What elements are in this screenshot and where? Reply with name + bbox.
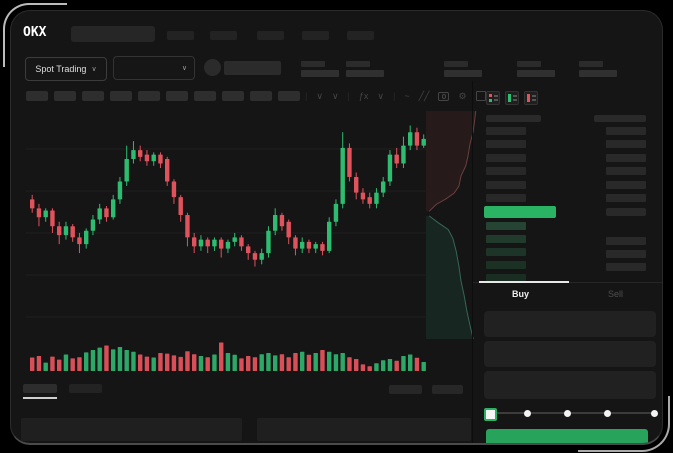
candlestick-chart[interactable]: [26, 116, 426, 338]
pair-name-placeholder: [224, 61, 281, 75]
orderbook-bid-row-price[interactable]: [486, 222, 526, 230]
chevron-down-icon: ∨: [91, 66, 96, 73]
stat-label-placeholder: [517, 61, 541, 67]
chevron-down-icon: ∨: [182, 65, 187, 72]
nav-item[interactable]: [302, 31, 329, 40]
stat-label-placeholder: [444, 61, 468, 67]
orderbook-price-header: [486, 115, 541, 122]
nav-item[interactable]: [210, 31, 237, 40]
toolbar-interval-button[interactable]: [82, 91, 104, 101]
orderbook-ask-row-size: [606, 140, 646, 148]
pair-selector[interactable]: ∨: [113, 56, 195, 80]
toolbar-interval-button[interactable]: [138, 91, 160, 101]
panel-divider: [472, 81, 473, 444]
orderbook-size-bar: [606, 208, 646, 216]
orderbook-ask-row-price[interactable]: [486, 127, 526, 135]
orderbook-last-price-bar[interactable]: [484, 206, 556, 218]
orderbook-amount-header: [594, 115, 646, 122]
toolbar-interval-button[interactable]: [110, 91, 132, 101]
volume-chart: [26, 336, 426, 373]
orderbook-ask-row-price[interactable]: [486, 194, 526, 202]
stat-value-placeholder: [517, 70, 555, 77]
orderbook-ask-row-price[interactable]: [486, 181, 526, 189]
stat-value-placeholder: [579, 70, 617, 77]
orderbook-combined-icon[interactable]: [486, 91, 500, 105]
buy-tab-underline: [479, 281, 569, 283]
device-frame: OKX Spot Trading ∨ ∨ | ∨ ∨ | ƒx ∨ | ~ ╱╱ ⚙: [0, 0, 673, 453]
nav-item[interactable]: [167, 31, 194, 40]
fullscreen-icon[interactable]: [476, 91, 486, 101]
orderbook-bid-row-size: [606, 250, 646, 258]
orderbook-ask-row-size: [606, 194, 646, 202]
orderbook-ask-row-size: [606, 181, 646, 189]
bottom-tab-active-underline: [23, 397, 57, 399]
pair-coin-avatar: [204, 59, 221, 76]
stat-value-placeholder: [301, 70, 339, 77]
market-mode-label: Spot Trading: [35, 64, 86, 74]
amount-slider-stop[interactable]: [524, 410, 531, 417]
amount-slider-track[interactable]: [488, 412, 656, 414]
toolbar-interval-button[interactable]: [222, 91, 244, 101]
orderbook-bids-icon[interactable]: [505, 91, 519, 105]
draw-tool-icon[interactable]: ╱╱: [419, 91, 430, 102]
market-mode-selector[interactable]: Spot Trading ∨: [25, 57, 107, 81]
stat-value-placeholder: [444, 70, 482, 77]
separator: |: [393, 91, 395, 101]
toolbar-interval-button[interactable]: [194, 91, 216, 101]
amount-input[interactable]: [484, 341, 656, 367]
nav-item[interactable]: [347, 31, 374, 40]
buy-submit-button[interactable]: [486, 429, 648, 445]
stat-label-placeholder: [346, 61, 370, 67]
chart-toolbar-icons: | ∨ ∨ | ƒx ∨ | ~ ╱╱ ⚙: [305, 88, 486, 104]
stat-label-placeholder: [579, 61, 603, 67]
amount-slider-stop[interactable]: [564, 410, 571, 417]
amount-slider-stop[interactable]: [604, 410, 611, 417]
toolbar-interval-button[interactable]: [26, 91, 48, 101]
amount-slider-stop[interactable]: [651, 410, 658, 417]
orderbook-ask-row-price[interactable]: [486, 140, 526, 148]
orderbook-bid-row-size: [606, 237, 646, 245]
orderbook-bid-row-price[interactable]: [486, 248, 526, 256]
price-input[interactable]: [484, 311, 656, 337]
line-tool-icon[interactable]: ~: [404, 91, 409, 101]
toolbar-interval-button[interactable]: [250, 91, 272, 101]
indicators-chevron-icon[interactable]: ∨: [377, 91, 384, 102]
search-input[interactable]: [71, 26, 155, 42]
candle-style-chevron-icon[interactable]: ∨: [332, 91, 339, 102]
camera-icon[interactable]: [438, 92, 449, 101]
nav-item[interactable]: [257, 31, 284, 40]
stat-label-placeholder: [301, 61, 325, 67]
orderbook-ask-row-size: [606, 167, 646, 175]
orderbook-ask-row-price[interactable]: [486, 154, 526, 162]
orderbook-bid-row-price[interactable]: [486, 261, 526, 269]
bottom-tab-active[interactable]: [23, 384, 57, 393]
orderbook-ask-row-price[interactable]: [486, 167, 526, 175]
total-input[interactable]: [484, 371, 656, 399]
toolbar-interval-button[interactable]: [54, 91, 76, 101]
toolbar-interval-button[interactable]: [278, 91, 300, 101]
bottom-action-placeholder[interactable]: [432, 385, 463, 394]
stat-value-placeholder: [346, 70, 384, 77]
settings-gear-icon[interactable]: ⚙: [458, 91, 466, 102]
orderbook-ask-row-size: [606, 154, 646, 162]
orderbook-bid-row-price[interactable]: [486, 235, 526, 243]
indicators-icon[interactable]: ƒx: [359, 91, 369, 101]
bottom-action-placeholder[interactable]: [389, 385, 422, 394]
orderbook-bid-row-size: [606, 263, 646, 271]
okx-logo: OKX: [23, 25, 46, 40]
tab-buy[interactable]: Buy: [473, 289, 568, 299]
tab-sell[interactable]: Sell: [568, 289, 663, 299]
bottom-tab[interactable]: [69, 384, 102, 393]
separator: |: [305, 91, 307, 101]
amount-slider-handle[interactable]: [484, 408, 497, 421]
bottom-panel-left: [21, 418, 242, 441]
bottom-panel-right: [257, 418, 471, 441]
orderbook-ask-row-size: [606, 127, 646, 135]
app-window: OKX Spot Trading ∨ ∨ | ∨ ∨ | ƒx ∨ | ~ ╱╱ ⚙: [10, 10, 663, 445]
separator: |: [348, 91, 350, 101]
interval-chevron-icon[interactable]: ∨: [316, 91, 323, 102]
orderbook-asks-icon[interactable]: [524, 91, 538, 105]
toolbar-interval-button[interactable]: [166, 91, 188, 101]
